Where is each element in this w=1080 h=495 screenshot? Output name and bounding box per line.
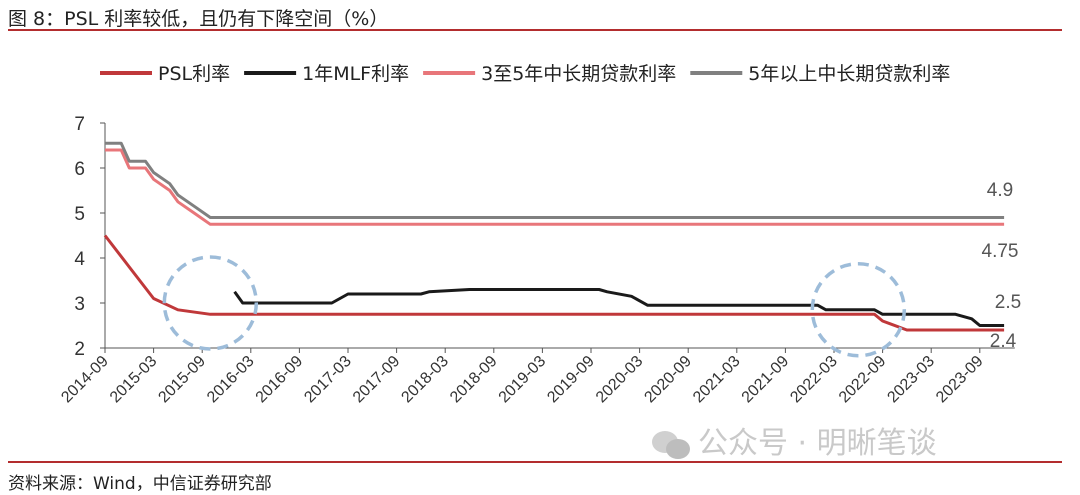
chart-title: 图 8：PSL 利率较低，且仍有下降空间（%） — [8, 8, 389, 30]
legend-label: 3至5年中长期贷款利率 — [481, 63, 676, 85]
x-tick-label: 2021-09 — [739, 353, 793, 407]
value-annotations: 4.9 4.75 2.5 2.4 — [982, 180, 1022, 352]
x-tick-label: 2018-09 — [447, 353, 501, 407]
x-tick-label: 2017-09 — [350, 353, 404, 407]
x-tick-label: 2019-09 — [544, 353, 598, 407]
y-tick-label: 2 — [74, 339, 85, 360]
x-tick-label: 2015-03 — [107, 353, 161, 407]
legend-label: PSL利率 — [158, 63, 230, 85]
x-tick-label: 2015-09 — [155, 353, 209, 407]
watermark-text: 公众号 · 明晰笔谈 — [698, 426, 937, 461]
wechat-icon — [652, 429, 692, 461]
watermark: 公众号 · 明晰笔谈 — [652, 418, 937, 462]
legend-label: 5年以上中长期贷款利率 — [748, 63, 950, 85]
annotation-label: 2.5 — [995, 292, 1021, 313]
series-lines — [103, 141, 1005, 332]
annotation-label: 2.4 — [990, 331, 1017, 352]
x-tick-label: 2017-03 — [301, 353, 355, 407]
annotation-label: 4.75 — [982, 241, 1019, 262]
legend-label: 1年MLF利率 — [302, 63, 409, 85]
x-tick-label: 2022-09 — [836, 353, 890, 407]
highlight-circle-1 — [162, 255, 259, 351]
series-line-2 — [233, 288, 1005, 327]
axes: 2 3 4 5 6 7 2014-092015-032015-092016-032016-0… — [58, 114, 1015, 406]
y-tick-label: 5 — [74, 204, 85, 225]
x-tick-label: 2019-03 — [496, 353, 550, 407]
y-tick-label: 6 — [74, 159, 85, 180]
highlight-circle-2 — [810, 262, 907, 358]
legend: PSL利率 1年MLF利率 3至5年中长期贷款利率 5年以上中长期贷款利率 — [100, 63, 950, 85]
rate-line-chart: PSL利率 1年MLF利率 3至5年中长期贷款利率 5年以上中长期贷款利率 2 3 4 5 6… — [58, 63, 1022, 406]
x-tick-label: 2020-03 — [593, 353, 647, 407]
x-tick-label: 2016-03 — [204, 353, 258, 407]
series-line-4 — [105, 141, 1005, 219]
y-tick-label: 4 — [74, 249, 85, 270]
x-tick-label: 2016-09 — [253, 353, 307, 407]
x-tick-label: 2018-03 — [398, 353, 452, 407]
y-tick-label: 3 — [74, 294, 85, 315]
top-rule — [8, 29, 1062, 31]
x-tick-label: 2023-03 — [884, 353, 938, 407]
x-tick-label: 2023-09 — [933, 353, 987, 407]
x-tick-label: 2020-09 — [641, 353, 695, 407]
source-note: 资料来源：Wind，中信证券研究部 — [8, 474, 272, 494]
x-tick-label: 2021-03 — [690, 353, 744, 407]
x-tick-label: 2014-09 — [58, 353, 112, 407]
bottom-rule — [8, 461, 1062, 463]
annotation-label: 4.9 — [987, 180, 1013, 201]
highlight-circles — [162, 255, 907, 358]
series-line-1 — [103, 234, 1005, 332]
x-tick-label: 2022-03 — [787, 353, 841, 407]
y-tick-label: 7 — [74, 114, 85, 135]
series-line-3 — [105, 148, 1005, 226]
